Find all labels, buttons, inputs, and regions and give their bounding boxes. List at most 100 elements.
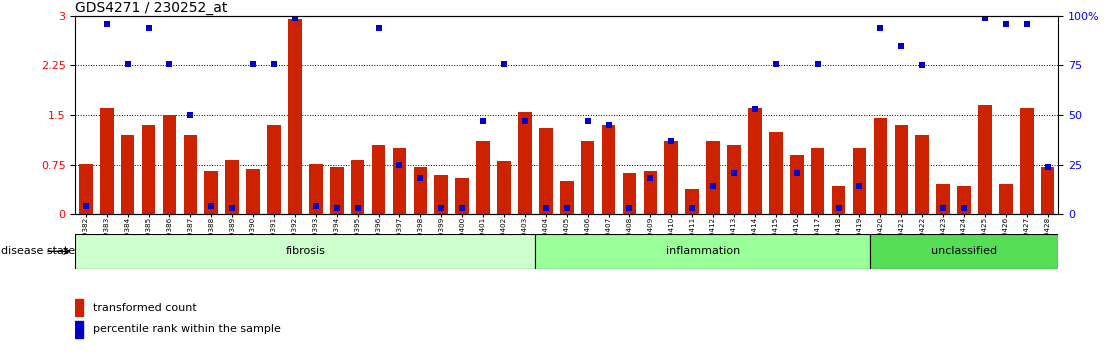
Point [411,176,429,181]
Point [578,118,596,124]
Point [265,61,283,66]
Bar [873,118,888,214]
Point [767,61,784,66]
Bar [205,171,218,214]
Text: disease state: disease state [1,246,75,256]
Point [746,106,763,112]
Point [474,118,492,124]
Text: transformed count: transformed count [93,303,196,313]
Text: GDS4271 / 230252_at: GDS4271 / 230252_at [75,1,228,15]
Point [203,204,220,209]
Text: inflammation: inflammation [666,246,740,256]
Bar [1040,167,1055,214]
Point [976,15,994,21]
Text: fibrosis: fibrosis [286,246,326,256]
Point [307,204,325,209]
Bar [644,171,657,214]
Point [328,205,346,211]
Point [182,112,199,118]
Bar [957,187,971,214]
Bar [267,125,280,214]
Point [851,184,869,189]
Bar [75,234,535,269]
Point [349,205,367,211]
Point [892,43,910,48]
Bar [978,105,992,214]
Point [161,61,178,66]
Bar [936,184,950,214]
Bar [581,142,595,214]
Bar [535,234,870,269]
Bar [225,160,239,214]
Bar [413,167,428,214]
Point [224,205,242,211]
Bar [915,135,929,214]
Bar [372,145,386,214]
Bar [832,187,845,214]
Point [1018,21,1036,27]
Bar [999,184,1013,214]
Point [809,61,827,66]
Bar [184,135,197,214]
Bar [309,164,322,214]
Bar [870,234,1058,269]
Bar [790,155,803,214]
Bar [121,135,134,214]
Point [599,122,617,128]
Point [913,63,931,68]
Point [872,25,890,31]
Point [705,184,722,189]
Point [557,205,576,211]
Bar [727,145,741,214]
Bar [560,181,574,214]
Bar [351,160,365,214]
Bar [100,108,113,214]
Point [663,138,680,144]
Bar [853,148,866,214]
Bar [75,299,83,316]
Bar [1020,108,1034,214]
Point [244,61,261,66]
Point [1039,164,1057,170]
Point [620,205,638,211]
Bar [811,148,824,214]
Bar [434,175,448,214]
Point [432,205,450,211]
Bar [538,128,553,214]
Point [830,205,848,211]
Text: unclassified: unclassified [931,246,997,256]
Bar [392,148,407,214]
Point [934,205,952,211]
Point [537,205,555,211]
Point [140,25,157,31]
Text: percentile rank within the sample: percentile rank within the sample [93,324,280,334]
Point [516,118,534,124]
Bar [602,125,615,214]
Point [98,21,115,27]
Bar [163,115,176,214]
Point [76,204,94,209]
Bar [75,321,83,338]
Point [119,61,136,66]
Point [286,15,304,21]
Bar [665,142,678,214]
Bar [288,19,301,214]
Bar [706,142,720,214]
Bar [330,167,343,214]
Point [495,61,513,66]
Bar [455,178,469,214]
Point [642,176,659,181]
Bar [623,173,636,214]
Point [788,170,806,175]
Point [453,205,471,211]
Bar [79,164,93,214]
Point [997,21,1015,27]
Bar [519,112,532,214]
Bar [497,161,511,214]
Bar [894,125,909,214]
Bar [769,132,782,214]
Point [725,170,742,175]
Bar [748,108,761,214]
Bar [246,169,260,214]
Point [955,205,973,211]
